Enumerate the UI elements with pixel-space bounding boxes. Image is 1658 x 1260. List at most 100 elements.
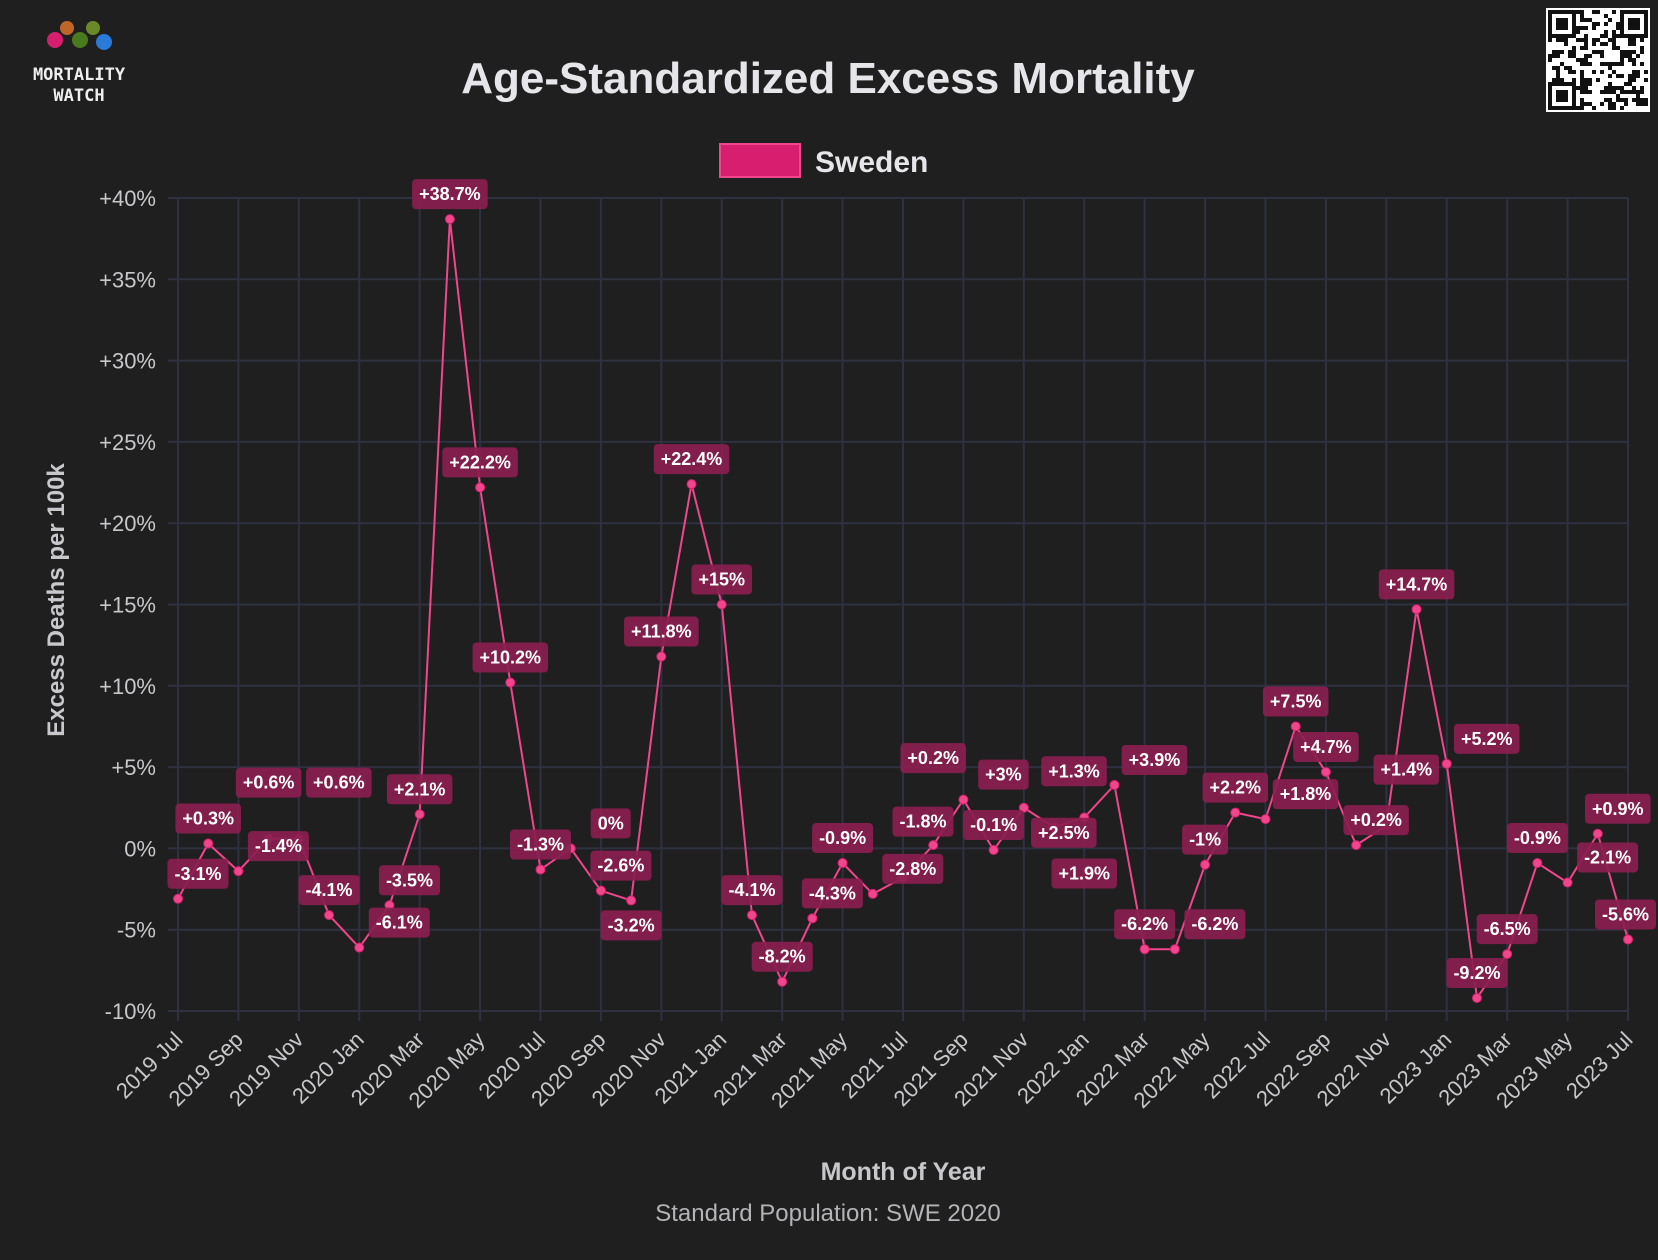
qr-finder bbox=[1556, 18, 1568, 30]
qr-module bbox=[1632, 98, 1636, 102]
data-label-bg bbox=[1293, 731, 1359, 762]
data-label: -1.3% bbox=[509, 829, 572, 860]
data-point bbox=[656, 651, 667, 662]
qr-module bbox=[1568, 54, 1572, 58]
data-label: -9.2% bbox=[1446, 957, 1508, 988]
qr-module bbox=[1628, 58, 1632, 62]
data-label-bg bbox=[590, 808, 631, 839]
qr-module bbox=[1620, 90, 1624, 94]
qr-module bbox=[1604, 62, 1608, 66]
data-point bbox=[777, 976, 788, 987]
data-point bbox=[1139, 944, 1150, 955]
qr-module bbox=[1592, 26, 1596, 30]
qr-module bbox=[1556, 50, 1560, 54]
data-label-bg bbox=[1373, 754, 1440, 785]
qr-module bbox=[1548, 54, 1552, 58]
data-label-bg bbox=[600, 910, 662, 941]
data-label-text: +3% bbox=[985, 765, 1022, 785]
qr-module bbox=[1600, 42, 1604, 46]
logo-dot bbox=[96, 34, 112, 50]
y-tick-label: +40% bbox=[99, 186, 156, 211]
qr-module bbox=[1580, 90, 1584, 94]
qr-module bbox=[1616, 86, 1620, 90]
legend-label: Sweden bbox=[815, 146, 928, 179]
data-label-text: -9.2% bbox=[1453, 963, 1500, 983]
data-label-text: -4.1% bbox=[728, 880, 775, 900]
data-label-bg bbox=[1184, 909, 1246, 940]
y-tick-label: +35% bbox=[99, 267, 156, 292]
data-label-bg bbox=[1202, 772, 1269, 803]
qr-module bbox=[1612, 34, 1616, 38]
qr-module bbox=[1640, 98, 1644, 102]
qr-module bbox=[1576, 86, 1580, 90]
data-label-bg bbox=[412, 179, 488, 210]
qr-module bbox=[1584, 46, 1588, 50]
qr-module bbox=[1620, 74, 1624, 78]
qr-module bbox=[1612, 42, 1616, 46]
qr-module bbox=[1604, 34, 1608, 38]
qr-module bbox=[1556, 78, 1560, 82]
qr-module bbox=[1644, 78, 1648, 82]
logo-text-2: WATCH bbox=[53, 86, 104, 106]
qr-module bbox=[1640, 38, 1644, 42]
data-label-bg bbox=[509, 829, 572, 860]
data-label: -2.1% bbox=[1577, 842, 1639, 873]
data-label: -6.1% bbox=[368, 907, 430, 938]
data-label: +2.1% bbox=[386, 774, 453, 805]
chart-title: Age-Standardized Excess Mortality bbox=[461, 54, 1195, 103]
data-point bbox=[1290, 721, 1301, 732]
data-label-text: +1.3% bbox=[1048, 761, 1100, 781]
qr-module bbox=[1580, 102, 1584, 106]
data-label: +11.8% bbox=[624, 616, 699, 647]
data-label: +22.4% bbox=[653, 444, 730, 475]
data-label-text: +14.7% bbox=[1386, 574, 1448, 594]
qr-module bbox=[1616, 46, 1620, 50]
data-point bbox=[1502, 949, 1513, 960]
data-point bbox=[1320, 766, 1331, 777]
qr-module bbox=[1636, 94, 1640, 98]
data-label-bg bbox=[1051, 858, 1118, 889]
data-label-text: +1.9% bbox=[1058, 864, 1110, 884]
qr-module bbox=[1572, 46, 1576, 50]
data-label: +1.3% bbox=[1041, 756, 1107, 787]
qr-module bbox=[1624, 82, 1628, 86]
data-point bbox=[535, 864, 546, 875]
data-point bbox=[444, 214, 455, 225]
qr-module bbox=[1608, 98, 1612, 102]
qr-module bbox=[1616, 74, 1620, 78]
qr-module bbox=[1572, 70, 1576, 74]
qr-module bbox=[1576, 58, 1580, 62]
data-label: +15% bbox=[691, 564, 753, 595]
qr-module bbox=[1600, 50, 1604, 54]
qr-module bbox=[1584, 58, 1588, 62]
data-point bbox=[1018, 802, 1029, 813]
data-label-text: -8.2% bbox=[759, 947, 806, 967]
qr-module bbox=[1548, 38, 1552, 42]
data-label: -0.9% bbox=[1506, 823, 1568, 854]
data-label-text: +0.3% bbox=[182, 809, 234, 829]
data-label-bg bbox=[653, 444, 730, 475]
qr-module bbox=[1588, 54, 1592, 58]
data-label: -4.1% bbox=[721, 875, 783, 906]
qr-module bbox=[1608, 86, 1612, 90]
qr-module bbox=[1620, 54, 1624, 58]
qr-module bbox=[1572, 50, 1576, 54]
data-point bbox=[414, 809, 425, 820]
qr-module bbox=[1588, 78, 1592, 82]
data-label-text: -0.9% bbox=[819, 828, 866, 848]
qr-module bbox=[1640, 86, 1644, 90]
y-tick-label: +25% bbox=[99, 430, 156, 455]
data-point bbox=[988, 845, 999, 856]
data-label: +38.7% bbox=[412, 179, 488, 210]
data-label-text: -1.3% bbox=[517, 835, 564, 855]
legend[interactable]: Sweden bbox=[719, 143, 928, 179]
data-label: -3.1% bbox=[167, 858, 229, 889]
data-label-bg bbox=[812, 823, 874, 854]
data-label-bg bbox=[1121, 744, 1188, 775]
data-label-bg bbox=[368, 907, 430, 938]
qr-module bbox=[1628, 54, 1632, 58]
data-label-bg bbox=[1114, 909, 1176, 940]
data-point bbox=[807, 913, 818, 924]
